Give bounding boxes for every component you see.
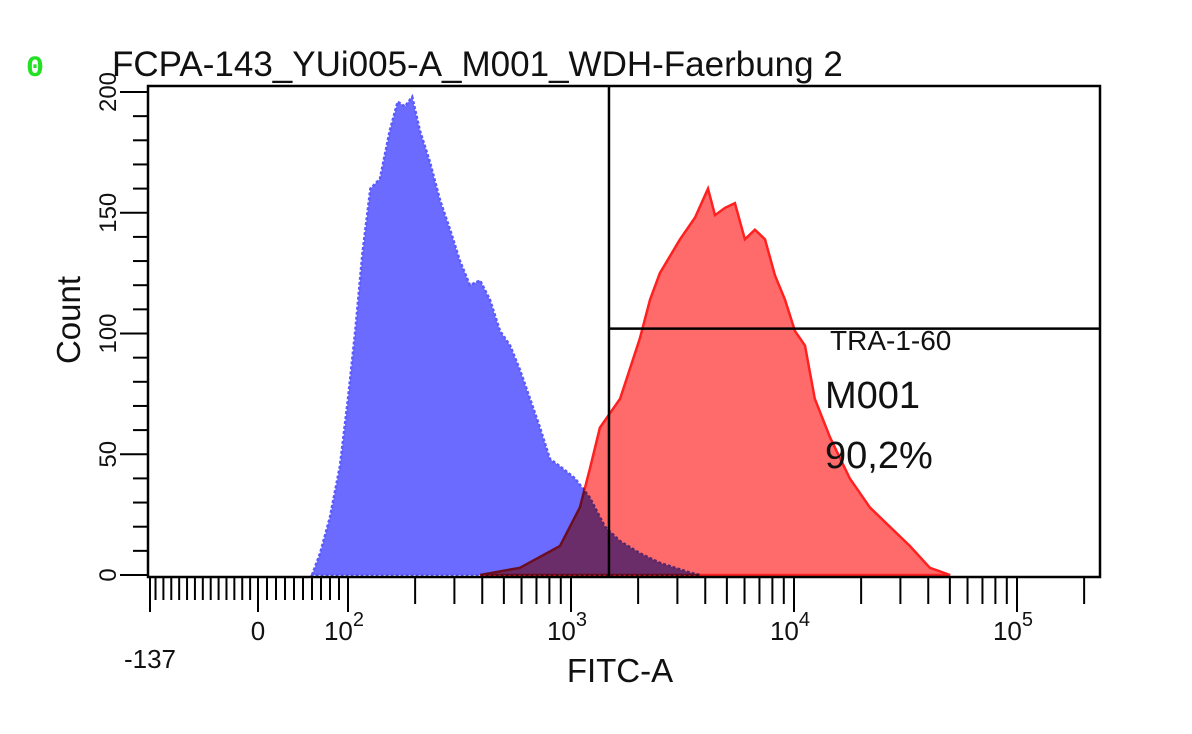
series-stained-area bbox=[479, 184, 951, 577]
y-tick-label: 100 bbox=[95, 313, 122, 353]
gate-lines bbox=[607, 86, 1100, 577]
x-tick-label: 0 bbox=[251, 616, 265, 646]
x-tick-label: 102 bbox=[324, 609, 364, 646]
plot-frame bbox=[146, 84, 1102, 579]
histogram-series bbox=[310, 93, 951, 577]
gate-marker: M001 bbox=[825, 375, 920, 417]
x-tick-label: 104 bbox=[770, 609, 810, 646]
gate-percent: 90,2% bbox=[825, 435, 933, 477]
x-tick-label: 103 bbox=[547, 609, 587, 646]
gate-label: TRA-1-60 bbox=[830, 325, 951, 356]
x-axis-label: FITC-A bbox=[567, 652, 673, 689]
y-tick-label: 150 bbox=[95, 193, 122, 233]
title-marker: 0 bbox=[26, 52, 44, 86]
y-tick-label: 200 bbox=[95, 72, 122, 112]
axes: 0 50 100 150 200 -137 0 102 103 104 105 bbox=[95, 72, 1086, 674]
x-tick-label: 105 bbox=[993, 609, 1033, 646]
series-control-area bbox=[310, 93, 701, 577]
y-tick-label: 50 bbox=[95, 441, 122, 468]
y-axis-label: Count bbox=[50, 276, 87, 364]
chart-title: FCPA-143_YUi005-A_M001_WDH-Faerbung 2 bbox=[112, 45, 843, 84]
y-tick-label: 0 bbox=[95, 568, 122, 581]
x-tick-label: -137 bbox=[124, 644, 176, 674]
